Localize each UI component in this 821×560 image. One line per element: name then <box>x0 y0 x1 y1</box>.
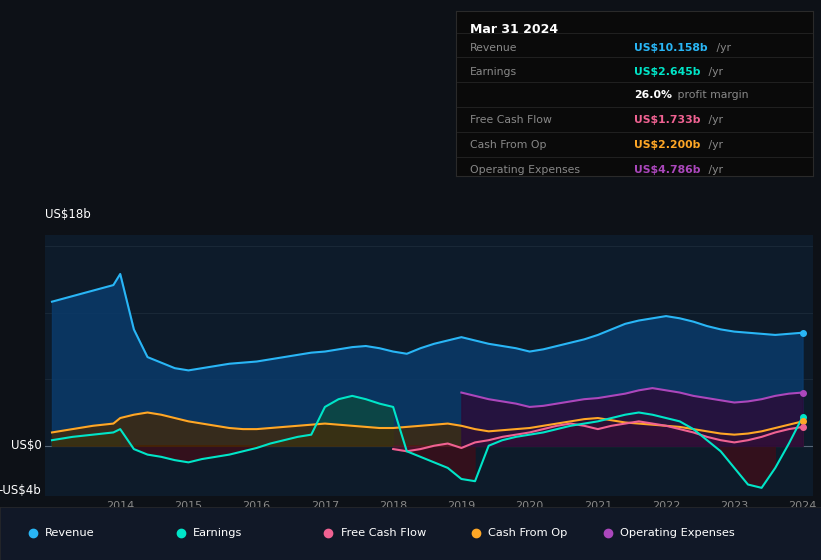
Text: US$2.645b: US$2.645b <box>635 67 700 77</box>
Text: Revenue: Revenue <box>45 529 94 538</box>
Text: -US$4b: -US$4b <box>0 483 41 497</box>
Text: Free Cash Flow: Free Cash Flow <box>470 115 552 125</box>
Text: Cash From Op: Cash From Op <box>470 140 547 150</box>
Text: US$18b: US$18b <box>45 208 91 221</box>
Text: US$10.158b: US$10.158b <box>635 43 708 53</box>
Text: 26.0%: 26.0% <box>635 91 672 100</box>
Text: Free Cash Flow: Free Cash Flow <box>341 529 426 538</box>
Text: Earnings: Earnings <box>470 67 517 77</box>
Text: US$2.200b: US$2.200b <box>635 140 700 150</box>
Text: Operating Expenses: Operating Expenses <box>620 529 735 538</box>
Text: Mar 31 2024: Mar 31 2024 <box>470 23 558 36</box>
Text: US$0: US$0 <box>11 439 41 452</box>
Text: /yr: /yr <box>705 115 723 125</box>
Text: US$4.786b: US$4.786b <box>635 165 700 175</box>
Text: Revenue: Revenue <box>470 43 517 53</box>
Text: /yr: /yr <box>705 140 723 150</box>
Text: Earnings: Earnings <box>193 529 242 538</box>
Text: /yr: /yr <box>713 43 731 53</box>
Text: profit margin: profit margin <box>673 91 748 100</box>
Text: /yr: /yr <box>705 67 723 77</box>
Text: Cash From Op: Cash From Op <box>488 529 568 538</box>
Text: /yr: /yr <box>705 165 723 175</box>
Text: Operating Expenses: Operating Expenses <box>470 165 580 175</box>
Text: US$1.733b: US$1.733b <box>635 115 700 125</box>
